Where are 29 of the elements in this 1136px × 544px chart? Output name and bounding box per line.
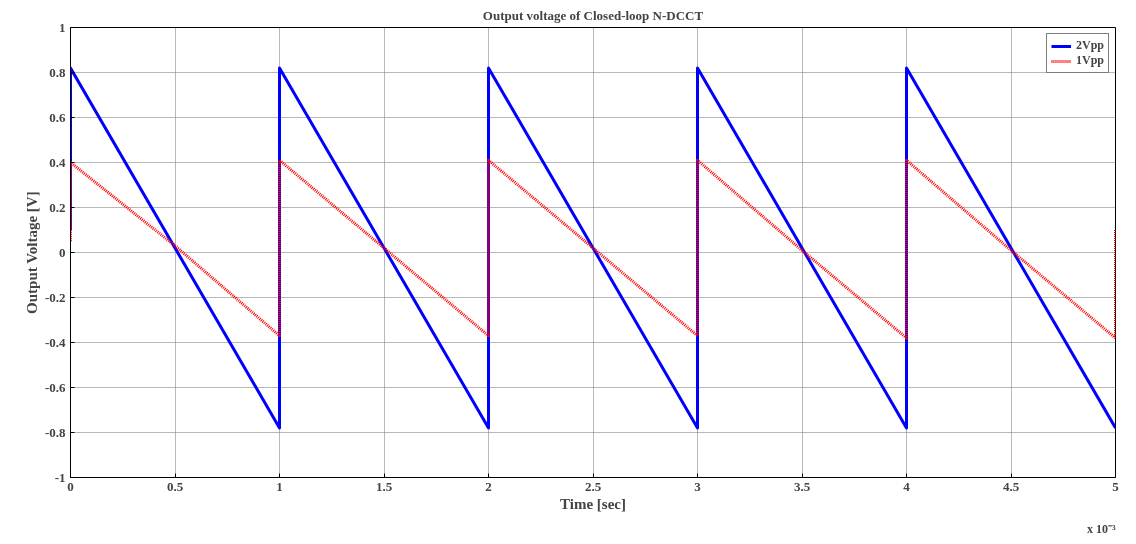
text: x 10⁻³ bbox=[1086, 521, 1116, 536]
y-tick-label: 0.8 bbox=[49, 64, 66, 80]
x-tick-label: 2 bbox=[485, 478, 492, 494]
x-tick-label: 1.5 bbox=[375, 478, 393, 494]
y-tick-label: -1 bbox=[54, 469, 66, 485]
x-tick-label: 0.5 bbox=[166, 478, 184, 494]
legend-label: 2Vpp bbox=[1075, 38, 1104, 53]
y-tick-label: 0.4 bbox=[49, 154, 66, 170]
y-tick-label: 1 bbox=[59, 19, 66, 35]
line-series bbox=[70, 66, 1116, 430]
y-tick-label: 0.6 bbox=[49, 109, 66, 125]
x-tick-label: 3.5 bbox=[793, 478, 811, 494]
x-tick-label: 1 bbox=[276, 478, 283, 494]
x-tick-label: 4.5 bbox=[1002, 478, 1020, 494]
line-series bbox=[70, 158, 1116, 340]
x-axis-title: Time [sec] bbox=[560, 495, 626, 512]
y-tick-label: -0.4 bbox=[44, 334, 66, 350]
y-tick-label: 0.2 bbox=[49, 199, 66, 215]
y-tick-label: -0.8 bbox=[44, 424, 66, 440]
y-tick-label: -0.2 bbox=[44, 289, 66, 305]
y-axis-title: Output Voltage [V] bbox=[23, 191, 40, 314]
y-tick-label: 0 bbox=[59, 244, 66, 260]
chart-title: Output voltage of Closed-loop N-DCCT bbox=[482, 7, 704, 23]
x-tick-label: 5 bbox=[1112, 478, 1120, 494]
legend-label: 1Vpp bbox=[1075, 53, 1104, 68]
x-tick-label: 4 bbox=[903, 478, 911, 494]
x-tick-label: 3 bbox=[694, 478, 702, 494]
y-tick-label: -0.6 bbox=[44, 379, 66, 395]
x-tick-label: 2.5 bbox=[584, 478, 602, 494]
